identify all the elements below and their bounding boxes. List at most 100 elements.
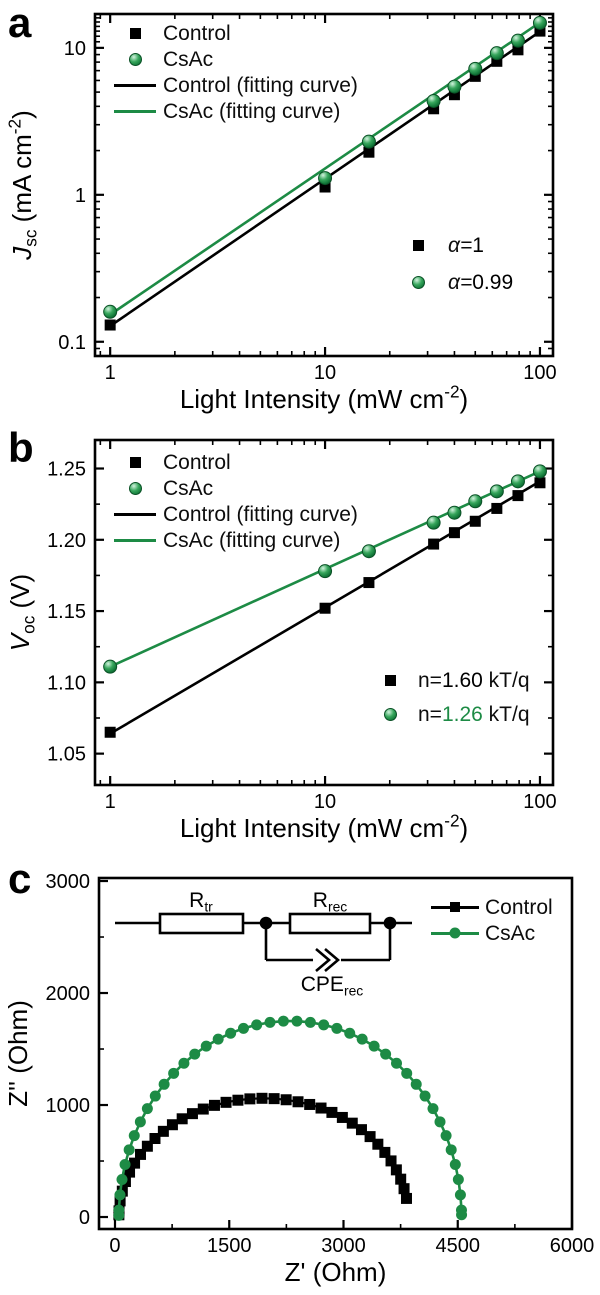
equivalent-circuit-inset (115, 912, 412, 972)
x-tick-label: 10 (314, 362, 336, 384)
panel-a-annotation: α=1 α=0.99 (396, 227, 513, 301)
x-tick-label: 10 (314, 791, 336, 813)
y-tick-label: 3000 (46, 871, 91, 893)
panel-c-letter: c (8, 855, 32, 902)
legend-line-square-marker (430, 901, 480, 914)
annotation-suffix: kT/q (482, 668, 530, 692)
legend-item: CsAc (430, 920, 553, 946)
circuit-label-cpe: CPErec (301, 973, 364, 999)
line-marker-icon (114, 538, 156, 542)
square-marker-icon (129, 456, 141, 468)
annotation-item: n=1.26 kT/q (370, 697, 530, 731)
legend-line-marker (112, 83, 158, 87)
legend-line-circle-marker (430, 927, 480, 940)
legend-item: Control (112, 449, 358, 475)
annotation-prefix: α= (448, 271, 473, 294)
annotation-value: 1.26 (441, 702, 483, 726)
annotation-item: α=1 (396, 227, 513, 264)
annotation-value: 1 (472, 234, 484, 257)
x-tick-label: 100 (523, 791, 556, 813)
circuit-label-rtr: Rtr (189, 889, 213, 915)
annotation-text: n=1.60 kT/q (418, 670, 530, 691)
annotation-text: α=0.99 (448, 272, 513, 293)
legend-square-marker (396, 240, 440, 251)
x-tick-label: 100 (523, 362, 556, 384)
legend-item-label: Control (163, 21, 231, 45)
square-marker-icon (129, 27, 141, 39)
panel-a-letter: a (8, 0, 32, 46)
legend-item-label: CsAc (fitting curve) (163, 528, 341, 552)
annotation-item: n=1.60 kT/q (370, 663, 530, 697)
panel-b-letter: b (8, 424, 34, 471)
legend-item: CsAc (fitting curve) (112, 98, 358, 124)
legend-item-label: Control (485, 895, 553, 919)
x-tick-label: 1500 (207, 1235, 252, 1257)
annotation-value: 1.60 (441, 668, 483, 692)
y-tick-label: 1.05 (47, 744, 86, 766)
legend-line-marker (112, 538, 158, 542)
x-tick-label: 0 (109, 1235, 120, 1257)
x-axis-title: Light Intensity (mW cm-2) (180, 811, 468, 843)
legend-square-marker (370, 674, 410, 686)
line-marker-icon (114, 512, 156, 516)
annotation-text: n=1.26 kT/q (418, 704, 530, 725)
legend-item: Control (fitting curve) (112, 501, 358, 527)
sphere-marker-icon (128, 52, 142, 66)
x-tick-label: 3000 (321, 1235, 366, 1257)
y-axis-title: Voc (V) (5, 574, 39, 651)
combo-marker-icon (431, 901, 479, 914)
legend-square-marker (112, 456, 158, 468)
legend-item: CsAc (fitting curve) (112, 527, 358, 553)
y-tick-label: 0 (79, 1207, 90, 1229)
legend-item: Control (112, 20, 358, 46)
panel-b-legend: Control CsAc Control (fitting curve) CsAc (… (112, 449, 358, 553)
legend-sphere-marker (370, 707, 410, 721)
legend-item-label: Control (163, 450, 231, 474)
y-tick-label: 10 (64, 38, 86, 60)
legend-item: CsAc (112, 46, 358, 72)
legend-item-label: CsAc (485, 921, 536, 945)
panel-a-legend: Control CsAc Control (fitting curve) CsAc (… (112, 20, 358, 124)
x-tick-label: 1 (105, 791, 116, 813)
y-axis-title: Jsc (mA cm-2) (5, 110, 41, 261)
legend-sphere-marker (112, 481, 158, 495)
panel-b-annotation: n=1.60 kT/q n=1.26 kT/q (370, 663, 530, 731)
sphere-marker-icon (383, 707, 397, 721)
legend-sphere-marker (396, 276, 440, 289)
y-tick-label: 1.20 (47, 530, 86, 552)
series-control (104, 477, 546, 738)
legend-line-marker (112, 109, 158, 113)
line-marker-icon (114, 83, 156, 87)
legend-item-label: CsAc (163, 476, 214, 500)
legend-item: CsAc (112, 475, 358, 501)
square-marker-icon (412, 240, 424, 251)
fit-line (109, 21, 541, 316)
y-tick-label: 1.25 (47, 459, 86, 481)
x-tick-label: 6000 (550, 1235, 595, 1257)
y-axis-title: Z'' (Ohm) (3, 1000, 33, 1107)
annotation-item: α=0.99 (396, 264, 513, 301)
y-tick-label: 1 (75, 185, 86, 207)
x-axis-title: Z' (Ohm) (285, 1257, 387, 1287)
square-marker-icon (384, 674, 396, 686)
series-csac (103, 464, 547, 674)
x-tick-label: 4500 (435, 1235, 480, 1257)
combo-marker-icon (431, 927, 479, 940)
panel-c-legend: Control CsAc (430, 894, 553, 946)
sphere-marker-icon (128, 481, 142, 495)
annotation-value: 0.99 (472, 271, 514, 294)
line-marker-icon (114, 109, 156, 113)
y-tick-label: 1000 (46, 1095, 91, 1117)
legend-sphere-marker (112, 52, 158, 66)
y-tick-label: 0.1 (58, 332, 86, 354)
legend-item-label: Control (fitting curve) (163, 502, 358, 526)
x-axis-title: Light Intensity (mW cm-2) (180, 382, 468, 414)
annotation-prefix: n= (418, 668, 442, 692)
sphere-marker-icon (411, 276, 425, 289)
legend-square-marker (112, 27, 158, 39)
